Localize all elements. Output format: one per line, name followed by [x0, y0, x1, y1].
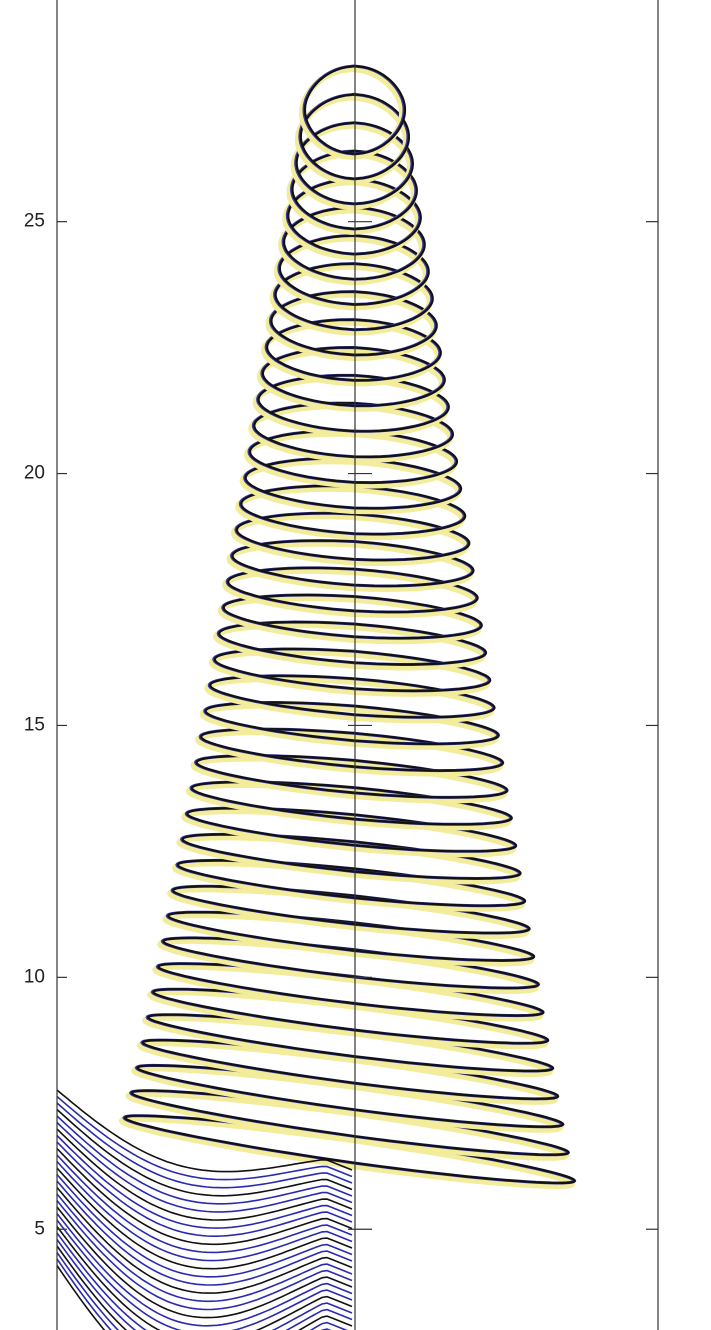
loop-highlight: [269, 263, 433, 336]
loop: [257, 374, 450, 433]
wake-curve: [56, 1147, 353, 1246]
loop-highlight: [176, 834, 521, 885]
y-tick-label: 5: [34, 1218, 45, 1239]
loop-highlight: [141, 1014, 554, 1077]
wake-curve: [56, 1128, 353, 1221]
loop-highlight: [166, 886, 530, 939]
loop-highlight: [152, 963, 544, 1022]
loop-highlight: [171, 860, 526, 912]
wake-curve: [56, 1160, 353, 1262]
loop: [261, 346, 446, 407]
loop: [162, 936, 541, 990]
y-tick-label: 15: [24, 714, 45, 735]
loop-highlight: [130, 1065, 564, 1133]
wake-curve: [56, 1102, 353, 1189]
loop-highlight: [161, 912, 535, 967]
loop-highlight: [235, 485, 466, 541]
y-tick-label: 20: [24, 463, 45, 484]
loop: [253, 401, 455, 459]
loop: [231, 539, 475, 588]
loop-highlight: [125, 1090, 570, 1161]
wake-curve: [56, 1239, 353, 1330]
loop-highlight: [265, 291, 437, 362]
wake-curve: [56, 1095, 353, 1181]
loop-highlight: [136, 1040, 559, 1105]
loop-highlight: [118, 1115, 576, 1189]
wake-curve: [56, 1154, 353, 1254]
loop: [265, 318, 442, 382]
loop: [218, 620, 488, 666]
loop: [240, 484, 467, 536]
loop-highlight: [261, 319, 441, 387]
loop-highlight: [286, 150, 417, 236]
loop-highlight: [252, 375, 449, 438]
loop-highlight: [243, 430, 458, 489]
loop: [235, 512, 471, 562]
loop: [213, 647, 492, 693]
wake-curve: [56, 1180, 353, 1286]
loop: [152, 988, 550, 1045]
wake-curve: [56, 1134, 353, 1229]
y-tick-label: 10: [24, 966, 45, 987]
wake-curve: [56, 1206, 353, 1319]
loop: [270, 290, 438, 357]
loop-highlight: [230, 513, 470, 566]
loop: [130, 1089, 570, 1156]
loop: [146, 1013, 555, 1073]
wake-curve: [56, 1193, 353, 1303]
wake-curve: [56, 1108, 353, 1197]
loop-highlight: [239, 458, 462, 515]
wake-curve: [56, 1173, 353, 1278]
wake-curve: [56, 1226, 353, 1330]
loop: [244, 457, 463, 510]
loop: [222, 593, 483, 640]
loop: [248, 429, 459, 484]
wake-curve: [56, 1089, 353, 1173]
loop-highlight: [290, 122, 413, 210]
loop-highlight: [181, 808, 517, 858]
wake-curve: [56, 1232, 353, 1330]
loop: [299, 93, 411, 181]
wake-curve: [56, 1141, 353, 1237]
wake-curve: [56, 1199, 353, 1311]
wake-curve: [56, 1252, 348, 1330]
y-tick-label: 25: [24, 211, 45, 232]
wake-curve: [56, 1121, 353, 1213]
loop: [291, 149, 418, 231]
wake-curve: [56, 1213, 353, 1327]
loop-highlight: [248, 403, 453, 463]
loop: [303, 64, 407, 156]
loop-highlight: [146, 989, 549, 1050]
loop: [295, 121, 415, 206]
loop: [157, 962, 545, 1017]
loop-highlight: [226, 540, 474, 593]
loop: [136, 1064, 565, 1128]
wake-curve: [56, 1219, 353, 1330]
loop: [141, 1039, 560, 1101]
loop-highlight: [157, 937, 540, 994]
wake-curve: [56, 1167, 353, 1270]
wake-curve: [56, 1115, 353, 1205]
loop-highlight: [256, 347, 445, 412]
loops: [56, 64, 577, 1330]
loop: [123, 1114, 577, 1185]
wake-curve: [56, 1186, 353, 1294]
loop-highlight: [222, 567, 478, 618]
loop: [190, 780, 513, 826]
wake-curve: [56, 1258, 332, 1330]
wake-curve: [56, 1245, 353, 1330]
loop: [226, 566, 479, 614]
